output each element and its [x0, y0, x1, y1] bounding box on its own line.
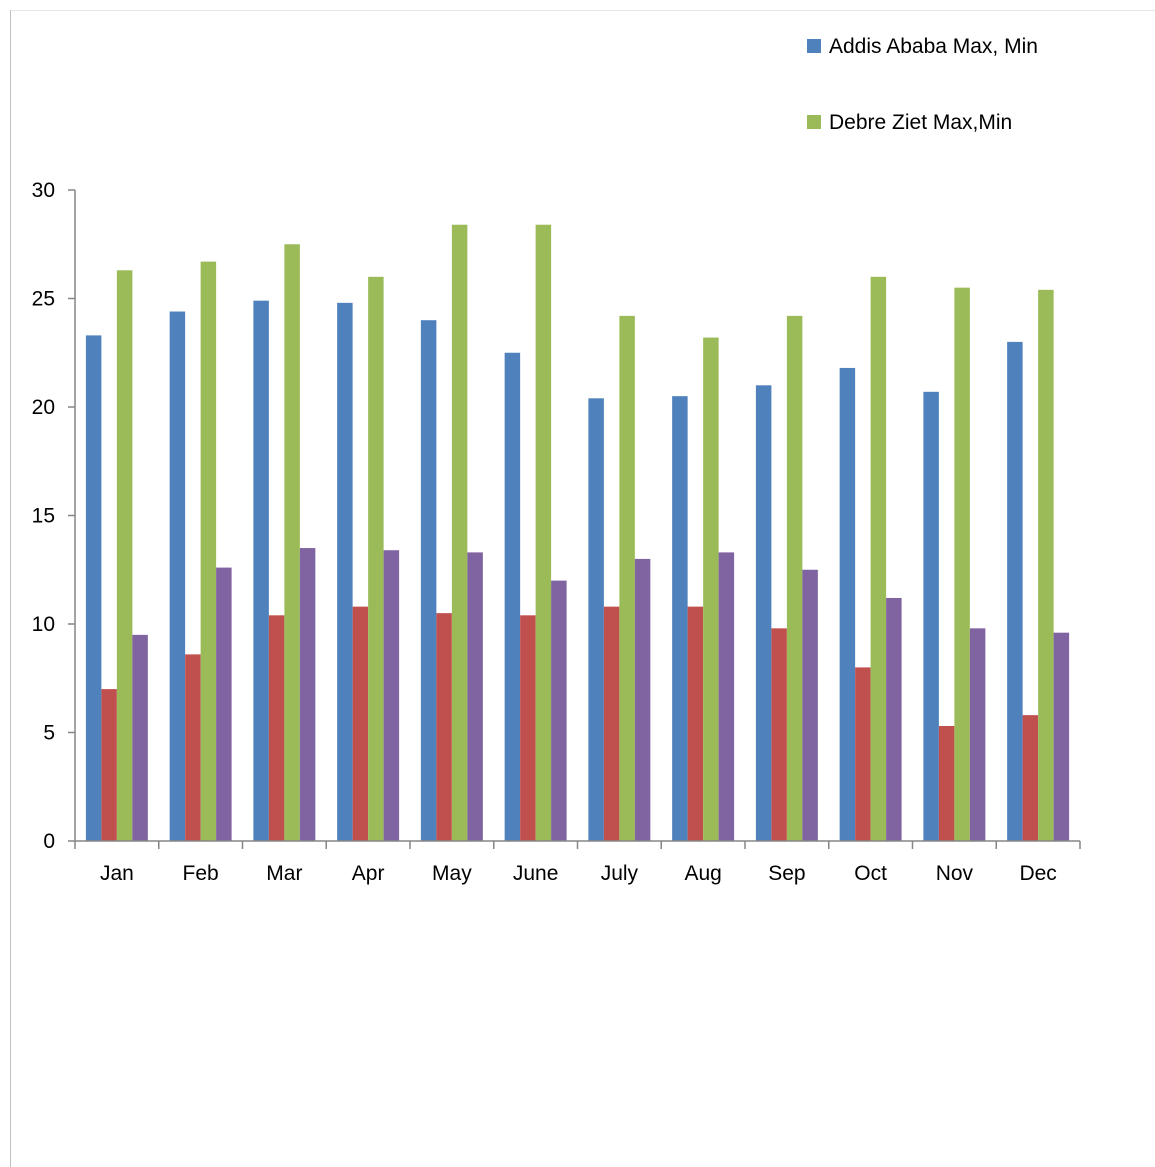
bar-series2-sep	[771, 628, 787, 841]
bar-series2-june	[520, 615, 536, 841]
x-tick-label: Apr	[352, 862, 385, 885]
bar-series2-aug	[687, 606, 704, 841]
bar-series4-may	[467, 552, 483, 841]
bar-series1-may	[420, 320, 437, 841]
x-tick-label: Oct	[854, 862, 887, 885]
bar-series1-oct	[839, 367, 856, 841]
bar-series1-jan	[85, 335, 102, 841]
legend-swatch	[807, 115, 821, 129]
bar-series3-oct	[870, 276, 887, 841]
chart-frame	[10, 10, 1155, 1167]
y-tick-label: 20	[32, 396, 55, 419]
bar-series3-july	[619, 315, 635, 841]
bar-series2-july	[603, 606, 620, 841]
bar-series2-feb	[185, 654, 201, 841]
bar-series2-apr	[352, 606, 369, 841]
x-tick-label: Feb	[183, 862, 219, 885]
bar-series4-oct	[886, 597, 902, 841]
bar-series4-nov	[969, 628, 986, 841]
bar-series1-june	[504, 352, 521, 841]
bar-series4-jan	[132, 634, 148, 841]
bar-series3-mar	[284, 244, 300, 841]
y-tick-label: 0	[43, 830, 55, 853]
x-tick-label: June	[513, 862, 559, 885]
legend-label: Debre Ziet Max,Min	[829, 111, 1012, 134]
bar-series1-apr	[337, 302, 353, 842]
legend-label: Addis Ababa Max, Min	[829, 35, 1038, 58]
bar-series3-aug	[703, 337, 719, 841]
y-tick-label: 15	[32, 505, 55, 528]
bar-series4-mar	[299, 548, 316, 841]
bars-group	[85, 224, 1070, 842]
bar-series3-apr	[368, 276, 384, 841]
bar-series3-may	[451, 224, 468, 842]
x-tick-label: Aug	[684, 862, 721, 885]
y-tick-label: 10	[32, 613, 55, 636]
bar-series3-dec	[1038, 289, 1054, 841]
y-tick-label: 25	[32, 288, 55, 311]
axes-group: 0 5 10 15 20 25 30 Jan Feb Mar Apr May June July Aug Se…	[32, 179, 1081, 885]
bar-series4-feb	[216, 567, 232, 841]
bar-series2-jan	[101, 689, 117, 841]
bar-series4-june	[551, 580, 567, 841]
bar-series3-feb	[200, 261, 217, 841]
bar-series1-mar	[253, 300, 269, 841]
bar-series3-sep	[786, 315, 803, 841]
bar-series2-dec	[1022, 715, 1039, 841]
legend: Addis Ababa Max, Min Debre Ziet Max,Min	[807, 35, 1038, 134]
bar-series2-nov	[938, 725, 955, 841]
bar-series1-aug	[672, 396, 688, 841]
x-tick-label: July	[601, 862, 639, 885]
bar-series1-nov	[923, 391, 939, 841]
bar-series4-sep	[802, 569, 818, 841]
legend-swatch	[807, 39, 821, 53]
y-tick-label: 5	[43, 722, 55, 745]
bar-series3-jan	[116, 270, 133, 841]
bar-series1-sep	[755, 385, 772, 841]
y-tick-label: 30	[32, 179, 55, 202]
x-tick-label: Dec	[1019, 862, 1056, 885]
bar-series4-july	[634, 558, 651, 841]
x-tick-label: Mar	[266, 862, 302, 885]
bar-series4-dec	[1053, 632, 1070, 841]
bar-series1-dec	[1007, 341, 1023, 841]
bar-series2-may	[436, 613, 452, 841]
bar-series4-aug	[718, 552, 735, 841]
x-tick-label: Jan	[100, 862, 134, 885]
bar-series4-apr	[383, 550, 400, 841]
bar-series1-july	[588, 398, 604, 841]
bar-series2-oct	[855, 667, 871, 841]
bar-series3-june	[535, 224, 552, 842]
x-tick-label: Nov	[936, 862, 974, 885]
bar-series2-mar	[268, 615, 285, 841]
x-tick-label: May	[432, 862, 472, 885]
bar-series1-feb	[169, 311, 186, 841]
bar-series3-nov	[954, 287, 970, 841]
x-tick-label: Sep	[768, 862, 805, 885]
